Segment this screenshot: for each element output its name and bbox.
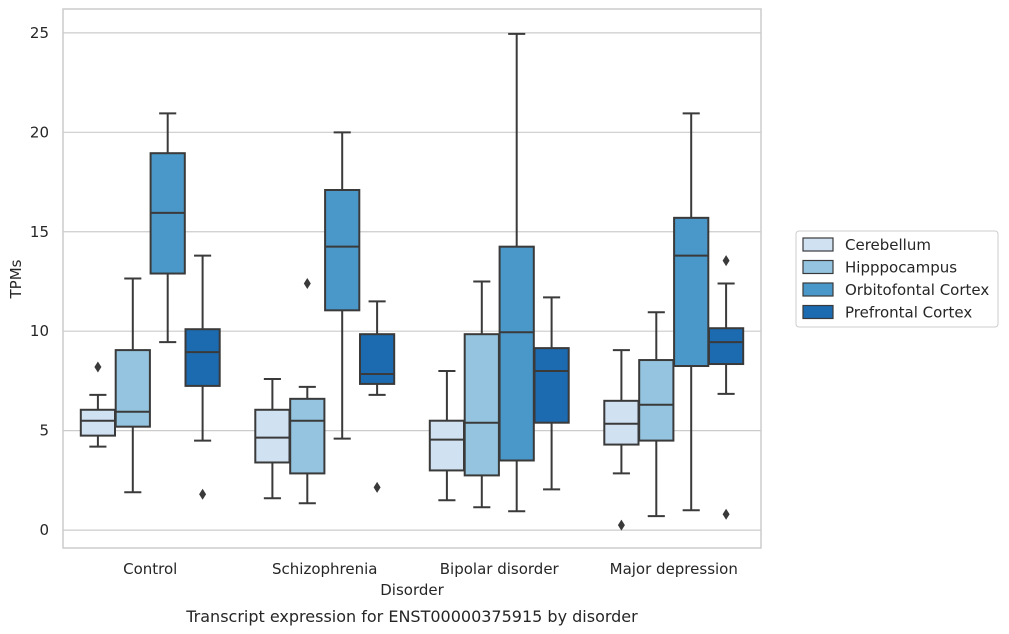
legend-label: Cerebellum [845, 236, 931, 254]
legend: Cerebellum Hipppocampus Orbitofontal Corte… [795, 230, 999, 328]
y-tick-label: 10 [30, 322, 49, 340]
box-body [324, 188, 361, 312]
outlier-point [303, 277, 311, 289]
box-body [498, 245, 535, 462]
x-axis-label: Disorder [380, 581, 444, 599]
outlier-point [94, 361, 102, 373]
box-2-3 [463, 280, 500, 509]
box-1-1 [79, 361, 117, 448]
box-body [707, 327, 745, 366]
box-1-4 [603, 349, 640, 531]
legend-label: Prefrontal Cortex [845, 304, 972, 322]
box-2-1 [114, 277, 151, 494]
x-tick-label: Major depression [610, 560, 738, 578]
x-tick-label: Control [123, 560, 177, 578]
box-body [673, 216, 710, 368]
box-4-2 [358, 300, 396, 493]
box-body [289, 397, 326, 475]
outlier-point [722, 255, 730, 267]
chart-caption: Transcript expression for ENST0000037591… [185, 607, 638, 626]
box-body [533, 347, 570, 424]
box-body [428, 419, 466, 472]
x-axis-ticks: Control Schizophrenia Bipolar disorder Majo… [123, 560, 738, 578]
plot-frame [62, 8, 762, 549]
y-tick-label: 0 [39, 521, 49, 539]
box-body [184, 328, 221, 387]
box-body [114, 349, 151, 428]
legend-label: Orbitofontal Cortex [845, 281, 989, 299]
box-2-4 [638, 311, 675, 518]
box-body [79, 408, 117, 437]
box-3-2 [324, 131, 361, 440]
box-2-2 [289, 277, 326, 505]
box-3-4 [673, 112, 710, 512]
box-body [358, 333, 396, 385]
x-tick-label: Schizophrenia [272, 560, 377, 578]
box-3-3 [498, 32, 535, 513]
outlier-point [722, 508, 730, 520]
box-body [254, 408, 291, 464]
legend-frame [795, 230, 999, 328]
box-body [463, 333, 500, 477]
legend-swatch [802, 304, 834, 320]
box-4-3 [533, 296, 570, 491]
outlier-point [617, 519, 625, 531]
box-3-1 [149, 112, 186, 344]
outlier-point [199, 488, 207, 500]
y-tick-label: 5 [39, 422, 49, 440]
legend-swatch [802, 237, 834, 252]
y-tick-label: 25 [30, 24, 49, 42]
box-4-4 [707, 255, 745, 520]
legend-swatch [802, 282, 834, 297]
y-tick-label: 20 [30, 123, 49, 141]
y-axis-ticks: 0 5 10 15 20 25 [30, 24, 49, 539]
box-1-2 [254, 377, 291, 500]
y-axis-label: TPMs [7, 259, 25, 299]
y-tick-label: 15 [30, 223, 49, 241]
legend-label: Hipppocampus [845, 259, 957, 277]
box-1-3 [428, 369, 466, 502]
legend-swatch [802, 259, 834, 275]
box-series [79, 32, 745, 531]
x-tick-label: Bipolar disorder [440, 560, 560, 578]
outlier-point [373, 481, 381, 493]
box-body [638, 359, 675, 442]
box-4-1 [184, 254, 221, 500]
